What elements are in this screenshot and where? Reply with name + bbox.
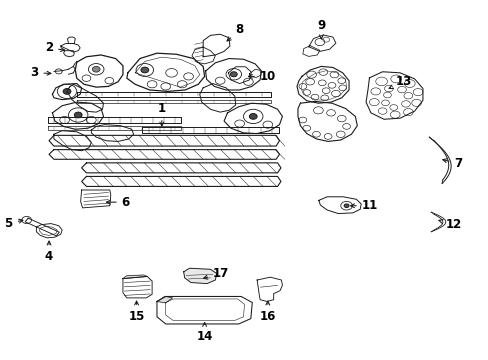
Polygon shape — [49, 135, 279, 146]
Polygon shape — [296, 66, 348, 103]
Polygon shape — [81, 176, 281, 186]
Polygon shape — [67, 84, 103, 112]
Polygon shape — [297, 102, 357, 141]
Text: 14: 14 — [196, 323, 212, 343]
Polygon shape — [81, 190, 111, 208]
Circle shape — [230, 72, 237, 77]
Text: 8: 8 — [226, 23, 243, 41]
Polygon shape — [63, 51, 74, 57]
Polygon shape — [67, 37, 75, 44]
Text: 17: 17 — [203, 267, 229, 280]
Polygon shape — [77, 100, 271, 103]
Polygon shape — [183, 268, 216, 284]
Polygon shape — [228, 67, 251, 84]
Circle shape — [92, 66, 100, 72]
Polygon shape — [224, 103, 282, 134]
Text: 6: 6 — [106, 195, 130, 209]
Text: 2: 2 — [45, 41, 64, 54]
Polygon shape — [302, 46, 319, 57]
Polygon shape — [203, 34, 229, 57]
Polygon shape — [52, 102, 103, 129]
Polygon shape — [49, 150, 279, 159]
Text: 13: 13 — [388, 75, 411, 89]
Polygon shape — [205, 59, 261, 90]
Polygon shape — [257, 277, 282, 301]
Polygon shape — [157, 296, 172, 303]
Text: 9: 9 — [317, 19, 325, 39]
Polygon shape — [308, 35, 335, 51]
Polygon shape — [36, 224, 62, 238]
Polygon shape — [200, 84, 235, 112]
Polygon shape — [54, 131, 91, 151]
Polygon shape — [52, 84, 81, 100]
Text: 16: 16 — [259, 301, 275, 323]
Text: 5: 5 — [4, 217, 23, 230]
Text: 4: 4 — [45, 241, 53, 263]
Polygon shape — [142, 127, 278, 133]
Text: 3: 3 — [30, 66, 51, 79]
Polygon shape — [192, 47, 215, 64]
Circle shape — [249, 113, 257, 119]
Text: 15: 15 — [128, 301, 144, 323]
Polygon shape — [157, 296, 252, 324]
Polygon shape — [366, 72, 422, 119]
Text: 1: 1 — [158, 102, 165, 126]
Polygon shape — [126, 53, 204, 91]
Circle shape — [63, 89, 71, 94]
Polygon shape — [91, 125, 133, 141]
Polygon shape — [25, 218, 59, 236]
Text: 7: 7 — [442, 157, 462, 170]
Polygon shape — [47, 126, 181, 130]
Polygon shape — [318, 197, 361, 213]
Circle shape — [141, 67, 148, 73]
Circle shape — [344, 204, 348, 207]
Polygon shape — [249, 69, 261, 77]
Polygon shape — [122, 276, 152, 298]
Polygon shape — [81, 163, 281, 173]
Polygon shape — [75, 55, 122, 87]
Text: 10: 10 — [248, 70, 275, 83]
Text: 11: 11 — [350, 199, 377, 212]
Polygon shape — [77, 91, 271, 97]
Text: 12: 12 — [438, 218, 461, 231]
Polygon shape — [61, 44, 80, 52]
Polygon shape — [122, 275, 147, 279]
Polygon shape — [47, 117, 181, 123]
Circle shape — [74, 112, 82, 118]
Circle shape — [88, 64, 104, 75]
